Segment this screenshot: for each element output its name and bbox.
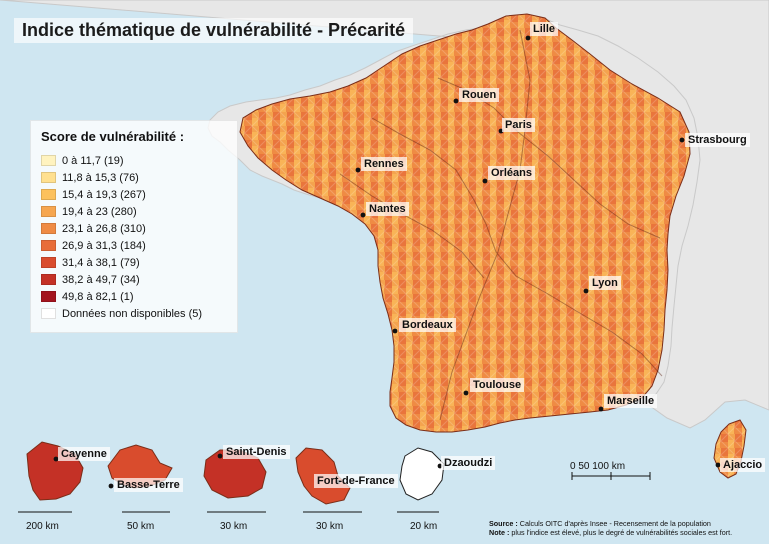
city-label-toulouse: Toulouse — [470, 378, 525, 392]
legend-swatch — [41, 172, 56, 183]
legend: Score de vulnérabilité : 0 à 11,7 (19) 1… — [30, 120, 238, 333]
legend-label: 11,8 à 15,3 (76) — [62, 171, 139, 184]
scale-label-reunion: 30 km — [220, 521, 248, 532]
city-label-lille: Lille — [530, 22, 559, 36]
legend-item: 31,4 à 38,1 (79) — [41, 254, 227, 271]
city-label-marseille: Marseille — [604, 394, 658, 408]
legend-label: 23,1 à 26,8 (310) — [62, 222, 146, 235]
scale-label-mainland: 0 50 100 km — [570, 461, 626, 472]
legend-swatch — [41, 155, 56, 166]
scale-label-martinique: 30 km — [316, 521, 344, 532]
legend-swatch — [41, 291, 56, 302]
footer-source: Source : Calculs OITC d'après Insee - Re… — [489, 519, 711, 528]
city-label-paris: Paris — [502, 118, 535, 132]
city-label-cayenne: Cayenne — [58, 447, 110, 461]
france-mainland — [239, 13, 691, 433]
city-label-bordeaux: Bordeaux — [399, 318, 456, 332]
legend-label: 0 à 11,7 (19) — [62, 154, 124, 167]
city-label-ajaccio: Ajaccio — [720, 458, 766, 472]
legend-swatch — [41, 223, 56, 234]
legend-item: 26,9 à 31,3 (184) — [41, 237, 227, 254]
legend-swatch — [41, 189, 56, 200]
city-label-dzaoudzi: Dzaoudzi — [441, 456, 496, 470]
legend-item: 15,4 à 19,3 (267) — [41, 186, 227, 203]
region-borders — [339, 29, 663, 421]
legend-swatch — [41, 206, 56, 217]
legend-label: 26,9 à 31,3 (184) — [62, 239, 146, 252]
scale-label-guyane: 200 km — [26, 521, 59, 532]
city-label-orleans: Orléans — [488, 166, 535, 180]
legend-label: 49,8 à 82,1 (1) — [62, 290, 134, 303]
legend-label: 19,4 à 23 (280) — [62, 205, 137, 218]
legend-swatch — [41, 257, 56, 268]
legend-label: Données non disponibles (5) — [62, 307, 203, 320]
legend-swatch — [41, 308, 56, 319]
city-label-basse-terre: Basse-Terre — [114, 478, 183, 492]
city-label-fort-de-france: Fort-de-France — [314, 474, 398, 488]
city-label-lyon: Lyon — [589, 276, 621, 290]
footer-notes: Source : Calculs OITC d'après Insee - Re… — [489, 519, 767, 537]
legend-item: Données non disponibles (5) — [41, 305, 227, 322]
legend-swatch — [41, 274, 56, 285]
legend-item: 49,8 à 82,1 (1) — [41, 288, 227, 305]
legend-swatch — [41, 240, 56, 251]
legend-item: 23,1 à 26,8 (310) — [41, 220, 227, 237]
legend-label: 15,4 à 19,3 (267) — [62, 188, 146, 201]
mayotte — [399, 447, 445, 501]
legend-item: 0 à 11,7 (19) — [41, 152, 227, 169]
legend-item: 11,8 à 15,3 (76) — [41, 169, 227, 186]
legend-label: 38,2 à 49,7 (34) — [62, 273, 140, 286]
legend-title: Score de vulnérabilité : — [41, 129, 185, 144]
footer-note: Note : plus l'indice est élevé, plus le … — [489, 528, 733, 537]
scale-label-mayotte: 20 km — [410, 521, 438, 532]
city-label-nantes: Nantes — [366, 202, 409, 216]
scale-bars — [18, 472, 651, 513]
map-title: Indice thématique de vulnérabilité - Pré… — [14, 18, 414, 43]
city-label-saint-denis: Saint-Denis — [223, 445, 290, 459]
legend-label: 31,4 à 38,1 (79) — [62, 256, 140, 269]
legend-item: 38,2 à 49,7 (34) — [41, 271, 227, 288]
city-label-rennes: Rennes — [361, 157, 407, 171]
scale-label-guadeloupe: 50 km — [127, 521, 155, 532]
city-label-strasbourg: Strasbourg — [685, 133, 750, 147]
legend-item: 19,4 à 23 (280) — [41, 203, 227, 220]
city-label-rouen: Rouen — [459, 88, 500, 102]
